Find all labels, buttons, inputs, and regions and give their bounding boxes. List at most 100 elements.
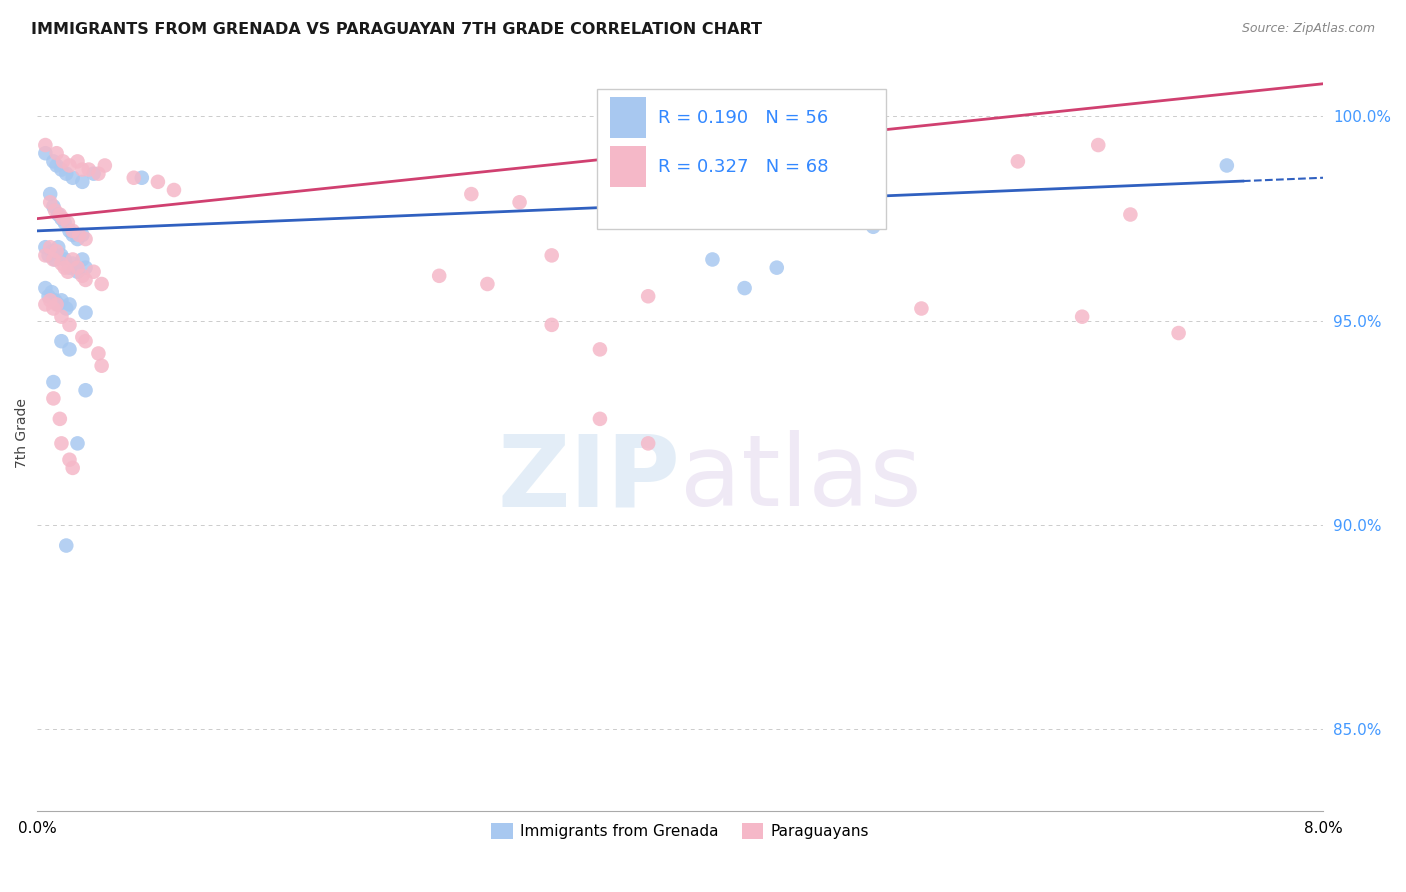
Point bbox=[427, 268, 450, 283]
Bar bbox=[596, 89, 886, 229]
Point bbox=[51, 436, 73, 450]
Point bbox=[42, 392, 65, 406]
Point bbox=[67, 227, 90, 242]
Text: R = 0.190   N = 56: R = 0.190 N = 56 bbox=[658, 109, 828, 127]
Point bbox=[765, 260, 787, 275]
Point bbox=[42, 252, 65, 267]
Point bbox=[49, 412, 72, 426]
Text: ZIP: ZIP bbox=[498, 430, 681, 527]
Point bbox=[51, 310, 73, 324]
Point bbox=[39, 187, 62, 202]
Point bbox=[131, 170, 153, 185]
Point bbox=[46, 297, 69, 311]
Point bbox=[53, 216, 76, 230]
Point bbox=[62, 256, 84, 270]
Point bbox=[51, 334, 73, 349]
Text: Source: ZipAtlas.com: Source: ZipAtlas.com bbox=[1241, 22, 1375, 36]
Point bbox=[51, 162, 73, 177]
Point bbox=[62, 170, 84, 185]
Point bbox=[72, 252, 94, 267]
Point bbox=[38, 248, 60, 262]
Point bbox=[94, 159, 117, 173]
Point bbox=[55, 301, 77, 316]
Point bbox=[34, 248, 56, 262]
Point bbox=[34, 138, 56, 153]
Point bbox=[44, 293, 66, 308]
Point bbox=[38, 289, 60, 303]
Point bbox=[62, 252, 84, 267]
Point bbox=[83, 167, 105, 181]
Point bbox=[62, 461, 84, 475]
Point bbox=[72, 227, 94, 242]
Legend: Immigrants from Grenada, Paraguayans: Immigrants from Grenada, Paraguayans bbox=[485, 817, 876, 845]
Point bbox=[58, 159, 80, 173]
Point bbox=[39, 293, 62, 308]
Point bbox=[72, 162, 94, 177]
Point bbox=[34, 281, 56, 295]
Point bbox=[1071, 310, 1094, 324]
Point bbox=[51, 211, 73, 226]
Point bbox=[460, 187, 482, 202]
Point bbox=[55, 167, 77, 181]
Point bbox=[72, 330, 94, 344]
Point bbox=[58, 452, 80, 467]
Point bbox=[1167, 326, 1189, 340]
Point bbox=[75, 334, 97, 349]
Point bbox=[39, 240, 62, 254]
Point bbox=[90, 277, 112, 291]
Point bbox=[66, 154, 89, 169]
Point bbox=[52, 154, 75, 169]
Point bbox=[75, 232, 97, 246]
Point bbox=[637, 436, 659, 450]
Point bbox=[1007, 154, 1029, 169]
Text: IMMIGRANTS FROM GRENADA VS PARAGUAYAN 7TH GRADE CORRELATION CHART: IMMIGRANTS FROM GRENADA VS PARAGUAYAN 7T… bbox=[31, 22, 762, 37]
Point bbox=[1216, 159, 1239, 173]
Point bbox=[51, 248, 73, 262]
Point bbox=[45, 244, 67, 259]
Point bbox=[77, 162, 100, 177]
Point bbox=[45, 159, 67, 173]
Point bbox=[1119, 207, 1142, 221]
Point bbox=[540, 248, 562, 262]
Point bbox=[589, 343, 612, 357]
Point bbox=[589, 412, 612, 426]
Point bbox=[637, 289, 659, 303]
Point bbox=[75, 384, 97, 398]
Point bbox=[53, 260, 76, 275]
Point bbox=[477, 277, 499, 291]
Point bbox=[42, 154, 65, 169]
Point bbox=[41, 244, 63, 259]
Point bbox=[34, 146, 56, 161]
Bar bbox=[610, 96, 645, 138]
Point bbox=[1087, 138, 1109, 153]
Point bbox=[146, 175, 169, 189]
Point bbox=[75, 260, 97, 275]
Point bbox=[49, 207, 72, 221]
Point bbox=[72, 175, 94, 189]
Point bbox=[163, 183, 186, 197]
Point bbox=[90, 359, 112, 373]
Point bbox=[51, 293, 73, 308]
Point bbox=[66, 260, 89, 275]
Point bbox=[41, 285, 63, 300]
Point bbox=[52, 211, 75, 226]
Point bbox=[734, 281, 756, 295]
Point bbox=[34, 240, 56, 254]
Point bbox=[44, 252, 66, 267]
Point bbox=[509, 195, 531, 210]
Point bbox=[75, 273, 97, 287]
Y-axis label: 7th Grade: 7th Grade bbox=[15, 398, 30, 468]
Point bbox=[44, 203, 66, 218]
Point bbox=[540, 318, 562, 332]
Point bbox=[66, 265, 89, 279]
Point bbox=[702, 252, 724, 267]
Point bbox=[58, 224, 80, 238]
Point bbox=[58, 297, 80, 311]
Point bbox=[122, 170, 145, 185]
Point bbox=[72, 268, 94, 283]
Point bbox=[34, 297, 56, 311]
Point bbox=[42, 301, 65, 316]
Point bbox=[749, 162, 772, 177]
Point bbox=[87, 346, 110, 360]
Point bbox=[56, 216, 79, 230]
